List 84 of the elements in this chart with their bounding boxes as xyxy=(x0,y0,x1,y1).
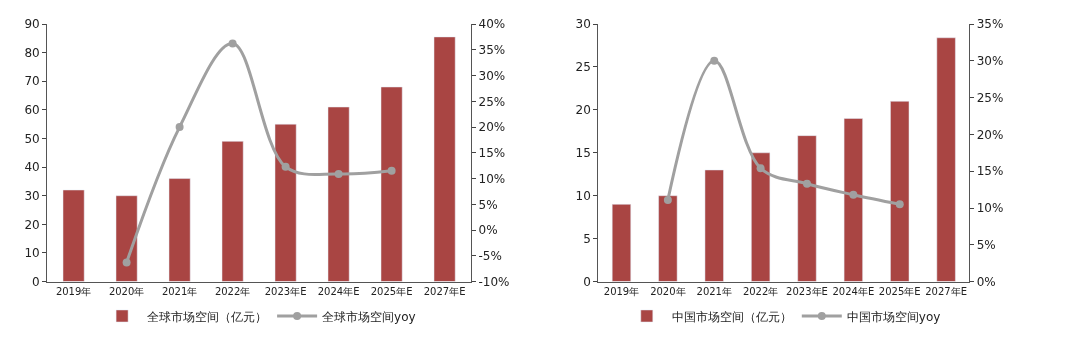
bar xyxy=(797,135,817,282)
bar xyxy=(843,118,863,282)
y2-tick-label: 25% xyxy=(478,94,506,109)
bar xyxy=(380,86,403,282)
point xyxy=(122,258,131,267)
y-tick-label: 50 xyxy=(24,131,40,146)
x-tick-label: 2020年 xyxy=(108,285,145,297)
x-tick-label: 2027年E xyxy=(925,285,967,297)
point xyxy=(802,179,811,188)
bar xyxy=(115,195,138,282)
x-tick-label: 2023年E xyxy=(264,285,307,297)
x-tick-label: 2022年 xyxy=(214,285,251,297)
y2-tick-label: 5% xyxy=(478,197,498,212)
bar xyxy=(611,204,632,282)
x-tick-label: 2021年 xyxy=(161,285,198,297)
point xyxy=(663,195,672,204)
bar xyxy=(168,178,191,282)
point xyxy=(387,166,396,175)
y2-tick-label: 20% xyxy=(976,127,1004,142)
y-tick-label: 0 xyxy=(583,274,591,289)
legend-label: 中国市场空间（亿元） xyxy=(671,309,792,324)
x-tick-label: 2024年E xyxy=(832,285,875,297)
legend-label: 中国市场空间yoy xyxy=(846,309,941,324)
y-tick-label: 90 xyxy=(24,17,40,32)
y-tick-label: 15 xyxy=(575,146,591,161)
x-tick-label: 2021年 xyxy=(696,285,732,297)
x-tick-label: 2024年E xyxy=(317,285,360,297)
y2-tick-label: 0% xyxy=(478,223,498,238)
y-tick-label: 20 xyxy=(575,103,591,118)
y2-tick-label: 10% xyxy=(976,201,1004,216)
x-tick-label: 2027年E xyxy=(423,285,466,297)
y2-tick-label: 5% xyxy=(976,237,996,252)
y-tick-label: 30 xyxy=(575,17,591,32)
y-tick-label: 20 xyxy=(24,217,40,232)
bar xyxy=(890,101,910,282)
point xyxy=(849,190,858,199)
y-tick-label: 60 xyxy=(24,103,40,118)
y2-tick-label: -5% xyxy=(478,249,502,264)
y2-tick-label: 30% xyxy=(976,54,1004,69)
legend-label: 全球市场空间（亿元） xyxy=(147,309,268,324)
y-tick-label: 30 xyxy=(24,188,40,203)
y2-tick-label: -10% xyxy=(478,274,510,289)
point xyxy=(228,39,237,48)
y-tick-label: 40 xyxy=(24,160,40,175)
y2-tick-label: 10% xyxy=(478,171,506,186)
bar xyxy=(751,152,771,282)
y2-tick-label: 40% xyxy=(478,17,506,32)
y2-tick-label: 0% xyxy=(976,274,996,289)
y2-tick-label: 20% xyxy=(478,120,506,135)
y-tick-label: 0 xyxy=(32,274,40,289)
x-tick-label: 2023年E xyxy=(786,285,828,297)
y-tick-label: 25 xyxy=(575,60,591,75)
point xyxy=(710,56,719,65)
x-tick-label: 2020年 xyxy=(650,285,686,297)
y2-tick-label: 35% xyxy=(478,42,506,57)
x-tick-label: 2025年E xyxy=(370,285,413,297)
point xyxy=(756,164,765,173)
bar xyxy=(62,189,85,282)
y-tick-label: 10 xyxy=(575,188,591,203)
bar xyxy=(658,195,678,282)
point xyxy=(334,169,343,178)
bar xyxy=(936,37,956,282)
x-tick-label: 2019年 xyxy=(55,285,92,297)
x-tick-label: 2025年E xyxy=(878,285,921,297)
y2-tick-label: 35% xyxy=(976,17,1004,32)
y2-tick-label: 15% xyxy=(976,164,1004,179)
legend-label: 全球市场空间yoy xyxy=(322,309,416,324)
bar xyxy=(221,141,244,282)
bar xyxy=(274,123,297,282)
point xyxy=(175,123,184,132)
bar xyxy=(433,36,456,282)
y2-tick-label: 25% xyxy=(976,90,1004,105)
point xyxy=(281,162,290,171)
y2-tick-label: 15% xyxy=(478,146,506,161)
y-tick-label: 80 xyxy=(24,45,40,60)
bar xyxy=(704,169,724,282)
x-tick-label: 2022年 xyxy=(742,285,779,297)
bar xyxy=(327,106,350,282)
y-tick-label: 70 xyxy=(24,74,40,89)
y-tick-label: 5 xyxy=(583,231,591,246)
x-tick-label: 2019年 xyxy=(603,285,640,297)
y-tick-label: 10 xyxy=(24,246,40,261)
point xyxy=(895,200,904,209)
y2-tick-label: 30% xyxy=(478,68,506,83)
